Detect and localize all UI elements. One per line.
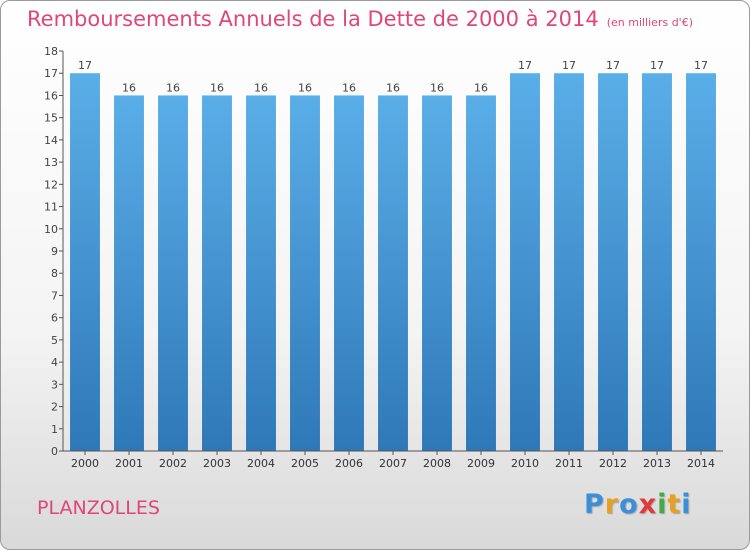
x-tick-label: 2013 — [643, 457, 671, 470]
bar — [378, 95, 408, 451]
y-tick-label: 7 — [51, 289, 58, 302]
x-tick-label: 2004 — [247, 457, 275, 470]
x-tick-label: 2011 — [555, 457, 583, 470]
bar-value-label: 16 — [122, 81, 136, 94]
bar-value-label: 16 — [166, 81, 180, 94]
x-tick-label: 2002 — [159, 457, 187, 470]
chart-title-text: Remboursements Annuels de la Dette de 20… — [27, 7, 599, 31]
chart-subtitle: (en milliers d'€) — [606, 16, 693, 29]
y-tick-label: 12 — [44, 178, 58, 191]
y-tick-label: 5 — [51, 334, 58, 347]
x-tick-label: 2012 — [599, 457, 627, 470]
bar — [510, 73, 540, 451]
bar-value-label: 17 — [650, 59, 664, 72]
logo-letter: i — [681, 489, 692, 520]
logo-letter: o — [619, 489, 639, 520]
y-tick-label: 3 — [51, 378, 58, 391]
bar-value-label: 16 — [430, 81, 444, 94]
bar — [686, 73, 716, 451]
logo-letter: r — [604, 489, 620, 520]
x-tick-label: 2000 — [71, 457, 99, 470]
bar-value-label: 16 — [254, 81, 268, 94]
y-tick-label: 2 — [51, 401, 58, 414]
bar-value-label: 17 — [518, 59, 532, 72]
y-tick-label: 1 — [51, 423, 58, 436]
bar-value-label: 17 — [606, 59, 620, 72]
logo-letter: t — [667, 489, 682, 520]
y-tick-label: 8 — [51, 267, 58, 280]
place-name: PLANZOLLES — [37, 497, 160, 519]
bar — [70, 73, 100, 451]
y-tick-label: 15 — [44, 112, 58, 125]
x-tick-label: 2005 — [291, 457, 319, 470]
x-tick-label: 2014 — [687, 457, 715, 470]
bar — [202, 95, 232, 451]
bar — [554, 73, 584, 451]
bar-value-label: 16 — [210, 81, 224, 94]
bar-value-label: 16 — [342, 81, 356, 94]
bar-value-label: 17 — [694, 59, 708, 72]
y-tick-label: 10 — [44, 223, 58, 236]
y-tick-label: 18 — [44, 45, 58, 58]
x-tick-label: 2006 — [335, 457, 363, 470]
x-tick-label: 2009 — [467, 457, 495, 470]
y-tick-label: 6 — [51, 312, 58, 325]
x-tick-label: 2007 — [379, 457, 407, 470]
logo-letter: x — [638, 489, 658, 520]
y-tick-label: 4 — [51, 356, 58, 369]
bar — [334, 95, 364, 451]
bar — [158, 95, 188, 451]
y-tick-label: 9 — [51, 245, 58, 258]
proxiti-logo: Proxiti — [584, 489, 692, 520]
x-tick-label: 2003 — [203, 457, 231, 470]
y-tick-label: 14 — [44, 134, 58, 147]
y-tick-label: 0 — [51, 445, 58, 458]
y-tick-label: 11 — [44, 201, 58, 214]
logo-letter: i — [657, 489, 668, 520]
bar — [598, 73, 628, 451]
bar-value-label: 16 — [474, 81, 488, 94]
y-tick-label: 17 — [44, 67, 58, 80]
bar — [246, 95, 276, 451]
y-tick-label: 16 — [44, 89, 58, 102]
bar — [466, 95, 496, 451]
logo-letter: P — [584, 489, 605, 520]
x-tick-label: 2010 — [511, 457, 539, 470]
bar — [642, 73, 672, 451]
x-tick-label: 2001 — [115, 457, 143, 470]
bar — [422, 95, 452, 451]
bar — [114, 95, 144, 451]
y-tick-label: 13 — [44, 156, 58, 169]
chart-title: Remboursements Annuels de la Dette de 20… — [27, 7, 693, 31]
x-tick-label: 2008 — [423, 457, 451, 470]
bar — [290, 95, 320, 451]
bar-value-label: 17 — [562, 59, 576, 72]
bar-value-label: 16 — [298, 81, 312, 94]
bar-value-label: 16 — [386, 81, 400, 94]
bar-value-label: 17 — [78, 59, 92, 72]
